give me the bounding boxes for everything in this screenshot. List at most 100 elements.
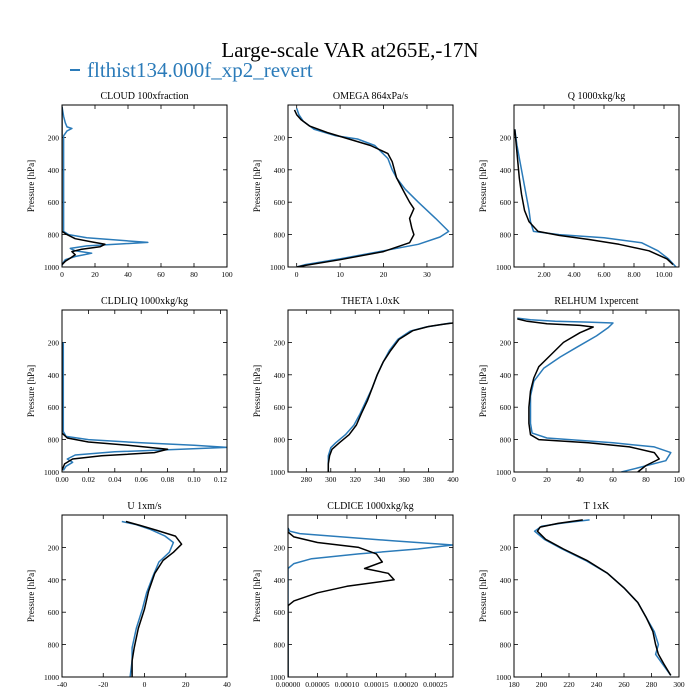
y-tick-label: 600 [274,198,286,207]
figure-title: Large-scale VAR at265E,-17N [221,38,479,62]
y-tick-label: 800 [274,641,286,650]
panel-title: OMEGA 864xPa/s [333,91,408,102]
x-tick-label: 80 [642,475,650,484]
legend: flthist134.000f_xp2_revert [70,58,313,82]
series-line-blue [514,129,677,267]
x-tick-label: 220 [563,680,575,689]
x-tick-label: 20 [380,270,388,279]
y-tick-label: 600 [500,608,512,617]
panel-6: RELHUM 1xpercent Pressure [hPa] 0 20 40 60 80 1… [478,296,685,484]
panel-title: T 1xK [584,501,610,512]
plot-frame [61,514,228,678]
panel-title: RELHUM 1xpercent [554,296,638,307]
plot-frame [513,104,680,268]
x-tick-label: 0.02 [82,475,95,484]
x-tick-label: 10 [336,270,344,279]
y-axis-label: Pressure [hPa] [26,570,36,622]
panel-title: CLDLIQ 1000xkg/kg [101,296,188,307]
y-tick-label: 200 [274,543,286,552]
x-tick-label: 0.04 [108,475,121,484]
x-tick-label: 200 [536,680,548,689]
panel-title: U 1xm/s [127,501,161,512]
x-tick-label: 300 [673,680,685,689]
x-tick-label: 400 [447,475,459,484]
x-tick-label: 0.00 [55,475,68,484]
x-tick-label: 10.00 [656,270,673,279]
x-tick-label: 4.00 [567,270,580,279]
y-tick-label: 1000 [270,468,285,477]
x-tick-label: 0.00020 [394,680,419,689]
x-tick-label: 100 [673,475,685,484]
x-tick-label: 0.12 [214,475,227,484]
legend-line-icon [70,69,80,72]
x-tick-label: 340 [374,475,386,484]
x-tick-label: 240 [591,680,603,689]
plot-frame [513,514,680,678]
y-axis-label: Pressure [hPa] [478,160,488,212]
y-tick-label: 200 [48,543,60,552]
y-tick-label: 1000 [270,263,285,272]
y-axis-label: Pressure [hPa] [252,160,262,212]
x-tick-label: 0.08 [161,475,174,484]
plot-frame [287,514,454,678]
y-tick-label: 200 [274,133,286,142]
plot-frame [61,104,228,268]
y-tick-label: 600 [48,403,60,412]
x-tick-label: 2.00 [537,270,550,279]
y-tick-label: 400 [500,371,512,380]
y-tick-label: 1000 [44,673,59,682]
series-line-black [536,519,672,676]
series-line-blue [533,519,672,676]
x-tick-label: 20 [91,270,99,279]
y-axis-label: Pressure [hPa] [26,160,36,212]
y-axis-label: Pressure [hPa] [252,365,262,417]
y-tick-label: 800 [274,436,286,445]
x-tick-label: 260 [618,680,630,689]
x-tick-label: 280 [301,475,313,484]
x-tick-label: 300 [325,475,337,484]
y-tick-label: 200 [500,543,512,552]
series-line-black [327,322,453,472]
x-tick-label: 20 [182,680,190,689]
plot-frame [61,309,228,473]
series-line-black [517,318,660,472]
y-tick-label: 600 [500,403,512,412]
panel-9: T 1xK Pressure [hPa] 180 200 220 240 260 280 300… [478,501,685,689]
y-tick-label: 200 [48,133,60,142]
panel-4: CLDLIQ 1000xkg/kg Pressure [hPa] 0.00 0.02 0… [26,296,228,484]
x-tick-label: -20 [98,680,108,689]
x-tick-label: -40 [57,680,67,689]
y-tick-label: 800 [48,641,60,650]
x-tick-label: 320 [350,475,362,484]
plot-frame [287,104,454,268]
y-tick-label: 400 [48,576,60,585]
y-tick-label: 600 [48,198,60,207]
legend-label: flthist134.000f_xp2_revert [87,58,313,82]
y-tick-label: 600 [48,608,60,617]
x-tick-label: 40 [223,680,231,689]
x-tick-label: 80 [190,270,198,279]
x-tick-label: 40 [576,475,584,484]
y-tick-label: 800 [500,641,512,650]
series-line-blue [517,317,672,472]
y-axis-label: Pressure [hPa] [252,570,262,622]
x-tick-label: 280 [646,680,658,689]
series-line-blue [62,106,149,266]
series-line-blue [327,322,451,472]
panel-2: OMEGA 864xPa/s Pressure [hPa] 0 10 20 30 200 40… [252,91,454,279]
x-tick-label: 0.00010 [335,680,360,689]
y-tick-label: 600 [500,198,512,207]
x-tick-label: 6.00 [597,270,610,279]
series-line-blue [62,342,227,471]
y-tick-label: 400 [274,576,286,585]
x-tick-label: 8.00 [627,270,640,279]
series-line-black [125,520,183,677]
panel-7: U 1xm/s Pressure [hPa] -40 -20 0 20 40 200 400 60… [26,501,231,689]
x-tick-label: 20 [543,475,551,484]
series-line-blue [121,520,175,677]
series-line-black [62,106,106,266]
y-tick-label: 200 [500,133,512,142]
y-axis-label: Pressure [hPa] [478,570,488,622]
y-tick-label: 1000 [496,673,511,682]
